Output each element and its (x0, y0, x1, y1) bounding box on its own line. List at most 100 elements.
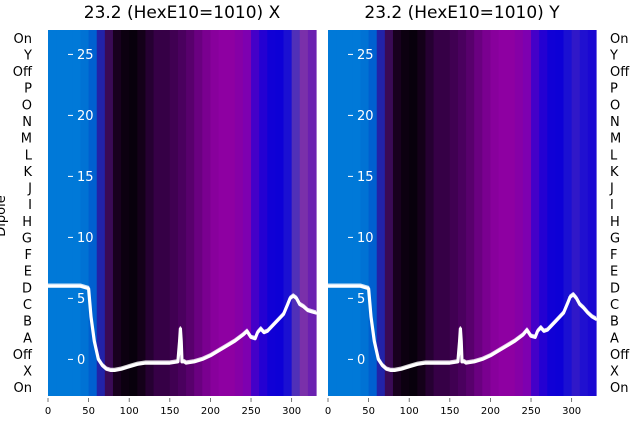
dipole-label: J (609, 182, 614, 197)
heatmap-cell (531, 30, 540, 396)
dipole-label: X (23, 365, 32, 380)
heatmap-cell (328, 30, 337, 396)
heatmap-cell (441, 30, 451, 396)
heatmap-cell (218, 30, 228, 396)
heatmap-cell (417, 30, 427, 396)
dipole-label: E (610, 265, 618, 280)
x-tick-label: 50 (82, 406, 95, 417)
dipole-label: P (24, 82, 32, 97)
heatmap-cell (587, 30, 597, 396)
y-tick-label: 5 (77, 292, 85, 307)
dipole-label: F (610, 248, 617, 263)
heatmap-cell (112, 30, 122, 396)
heatmap-cell (498, 30, 508, 396)
dipole-label: H (610, 215, 620, 230)
heatmap-cell (433, 30, 443, 396)
heatmap-cell (129, 30, 138, 396)
heatmap-cell (539, 30, 548, 396)
dipole-label: C (23, 298, 32, 313)
heatmap-cell (571, 30, 581, 396)
dipole-label: X (610, 365, 619, 380)
heatmap-cell (490, 30, 500, 396)
panel-x: 23.2 (HexE10=1010) XOnYOffPONMLKJIHGFEDC… (0, 3, 318, 417)
y-tick-label: 20 (357, 109, 374, 124)
heatmap-cell (336, 30, 345, 396)
heatmap-cell (186, 30, 195, 396)
heatmap-cell (392, 30, 402, 396)
dipole-label: K (610, 165, 619, 180)
heatmap-cell (352, 30, 362, 396)
dipole-label: Y (609, 49, 618, 64)
x-tick-label: 100 (120, 406, 139, 417)
dipole-label: J (27, 182, 32, 197)
chart-title: 23.2 (HexE10=1010) X (84, 3, 281, 23)
dipole-label: F (25, 248, 32, 263)
y-tick-label: 25 (357, 48, 374, 63)
x-tick-label: 150 (440, 406, 459, 417)
dipole-label: G (610, 232, 620, 247)
heatmap-cell (563, 30, 573, 396)
dipole-label: O (22, 98, 32, 113)
dipole-label: K (23, 165, 32, 180)
dipole-label: C (610, 298, 619, 313)
heatmap-cell (169, 30, 179, 396)
heatmap-cell (409, 30, 418, 396)
dipole-label: D (22, 281, 32, 296)
chart-title: 23.2 (HexE10=1010) Y (364, 3, 560, 23)
heatmap-cell (259, 30, 268, 396)
heatmap-cell (376, 30, 386, 396)
heatmap-cell (344, 30, 353, 396)
heatmap-cell (161, 30, 171, 396)
dipole-label: N (22, 115, 32, 130)
x-tick-label: 100 (400, 406, 419, 417)
heatmap-cell (360, 30, 370, 396)
heatmap-cell (177, 30, 187, 396)
dipole-label: L (25, 148, 33, 163)
dipole-label: A (23, 331, 32, 346)
heatmap-cell (234, 30, 244, 396)
y-tick-label: 0 (77, 353, 85, 368)
y-tick-label: 5 (357, 292, 365, 307)
heatmap-cell (547, 30, 556, 396)
series-line (326, 284, 598, 372)
heatmap-cell (56, 30, 65, 396)
panel-y: 23.2 (HexE10=1010) YOnYOffPONMLKJIHGFEDC… (325, 3, 630, 417)
y-tick-label: 10 (357, 231, 374, 246)
heatmap-cell (449, 30, 459, 396)
dipole-label: I (28, 198, 32, 213)
heatmap-cell (368, 30, 378, 396)
heatmap-cell (210, 30, 220, 396)
dipole-label: Off (610, 65, 630, 80)
x-tick-label: 250 (521, 406, 540, 417)
heatmap-cell (64, 30, 73, 396)
heatmap-cell (425, 30, 435, 396)
heatmap-cell (482, 30, 492, 396)
dipole-label: Off (610, 348, 630, 363)
heatmap-cell (202, 30, 212, 396)
y-tick-label: 15 (357, 170, 374, 185)
y-tick-label: 20 (77, 109, 94, 124)
x-tick-label: 250 (241, 406, 260, 417)
series-line (46, 284, 318, 372)
heatmap-cell (48, 30, 57, 396)
dipole-label: On (610, 32, 628, 47)
dipole-label: M (21, 132, 32, 147)
dipole-label: E (24, 265, 32, 280)
dipole-label: L (610, 148, 618, 163)
heatmap-cell (457, 30, 467, 396)
y-tick-label: 10 (77, 231, 94, 246)
y-axis-label: Dipole (0, 195, 9, 236)
dipole-label: I (610, 198, 614, 213)
dipole-label: On (14, 32, 32, 47)
heatmap-cell (299, 30, 309, 396)
heatmap-cell (579, 30, 589, 396)
heatmap-cell (80, 30, 90, 396)
heatmap-cell (291, 30, 301, 396)
y-tick-label: 15 (77, 170, 94, 185)
dipole-label: M (610, 132, 621, 147)
heatmap-cell (194, 30, 203, 396)
heatmap-cell (466, 30, 475, 396)
heatmap-cell (474, 30, 483, 396)
dipole-label: B (23, 315, 32, 330)
